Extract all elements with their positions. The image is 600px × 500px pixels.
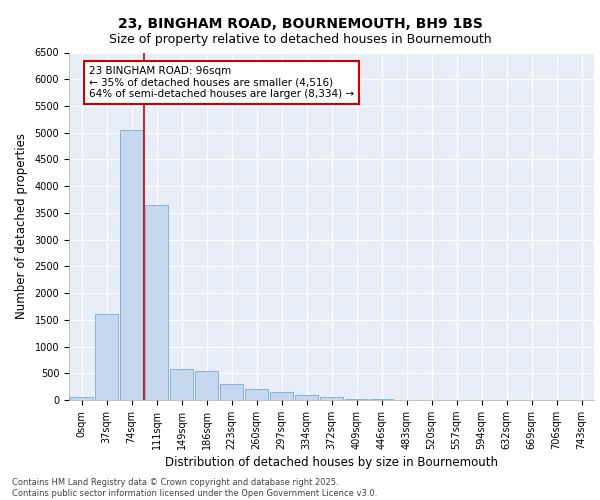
Text: Size of property relative to detached houses in Bournemouth: Size of property relative to detached ho…: [109, 32, 491, 46]
Bar: [245, 390, 268, 400]
Bar: [220, 384, 244, 400]
Bar: [119, 130, 143, 400]
Bar: [95, 314, 118, 400]
Bar: [269, 392, 293, 400]
Bar: [145, 205, 169, 400]
Bar: [344, 399, 368, 400]
Bar: [194, 370, 218, 400]
Text: Contains HM Land Registry data © Crown copyright and database right 2025.
Contai: Contains HM Land Registry data © Crown c…: [12, 478, 377, 498]
X-axis label: Distribution of detached houses by size in Bournemouth: Distribution of detached houses by size …: [165, 456, 498, 469]
Y-axis label: Number of detached properties: Number of detached properties: [14, 133, 28, 320]
Text: 23, BINGHAM ROAD, BOURNEMOUTH, BH9 1BS: 23, BINGHAM ROAD, BOURNEMOUTH, BH9 1BS: [118, 18, 482, 32]
Bar: [170, 369, 193, 400]
Bar: [70, 398, 94, 400]
Bar: [295, 394, 319, 400]
Bar: [320, 398, 343, 400]
Text: 23 BINGHAM ROAD: 96sqm
← 35% of detached houses are smaller (4,516)
64% of semi-: 23 BINGHAM ROAD: 96sqm ← 35% of detached…: [89, 66, 354, 99]
